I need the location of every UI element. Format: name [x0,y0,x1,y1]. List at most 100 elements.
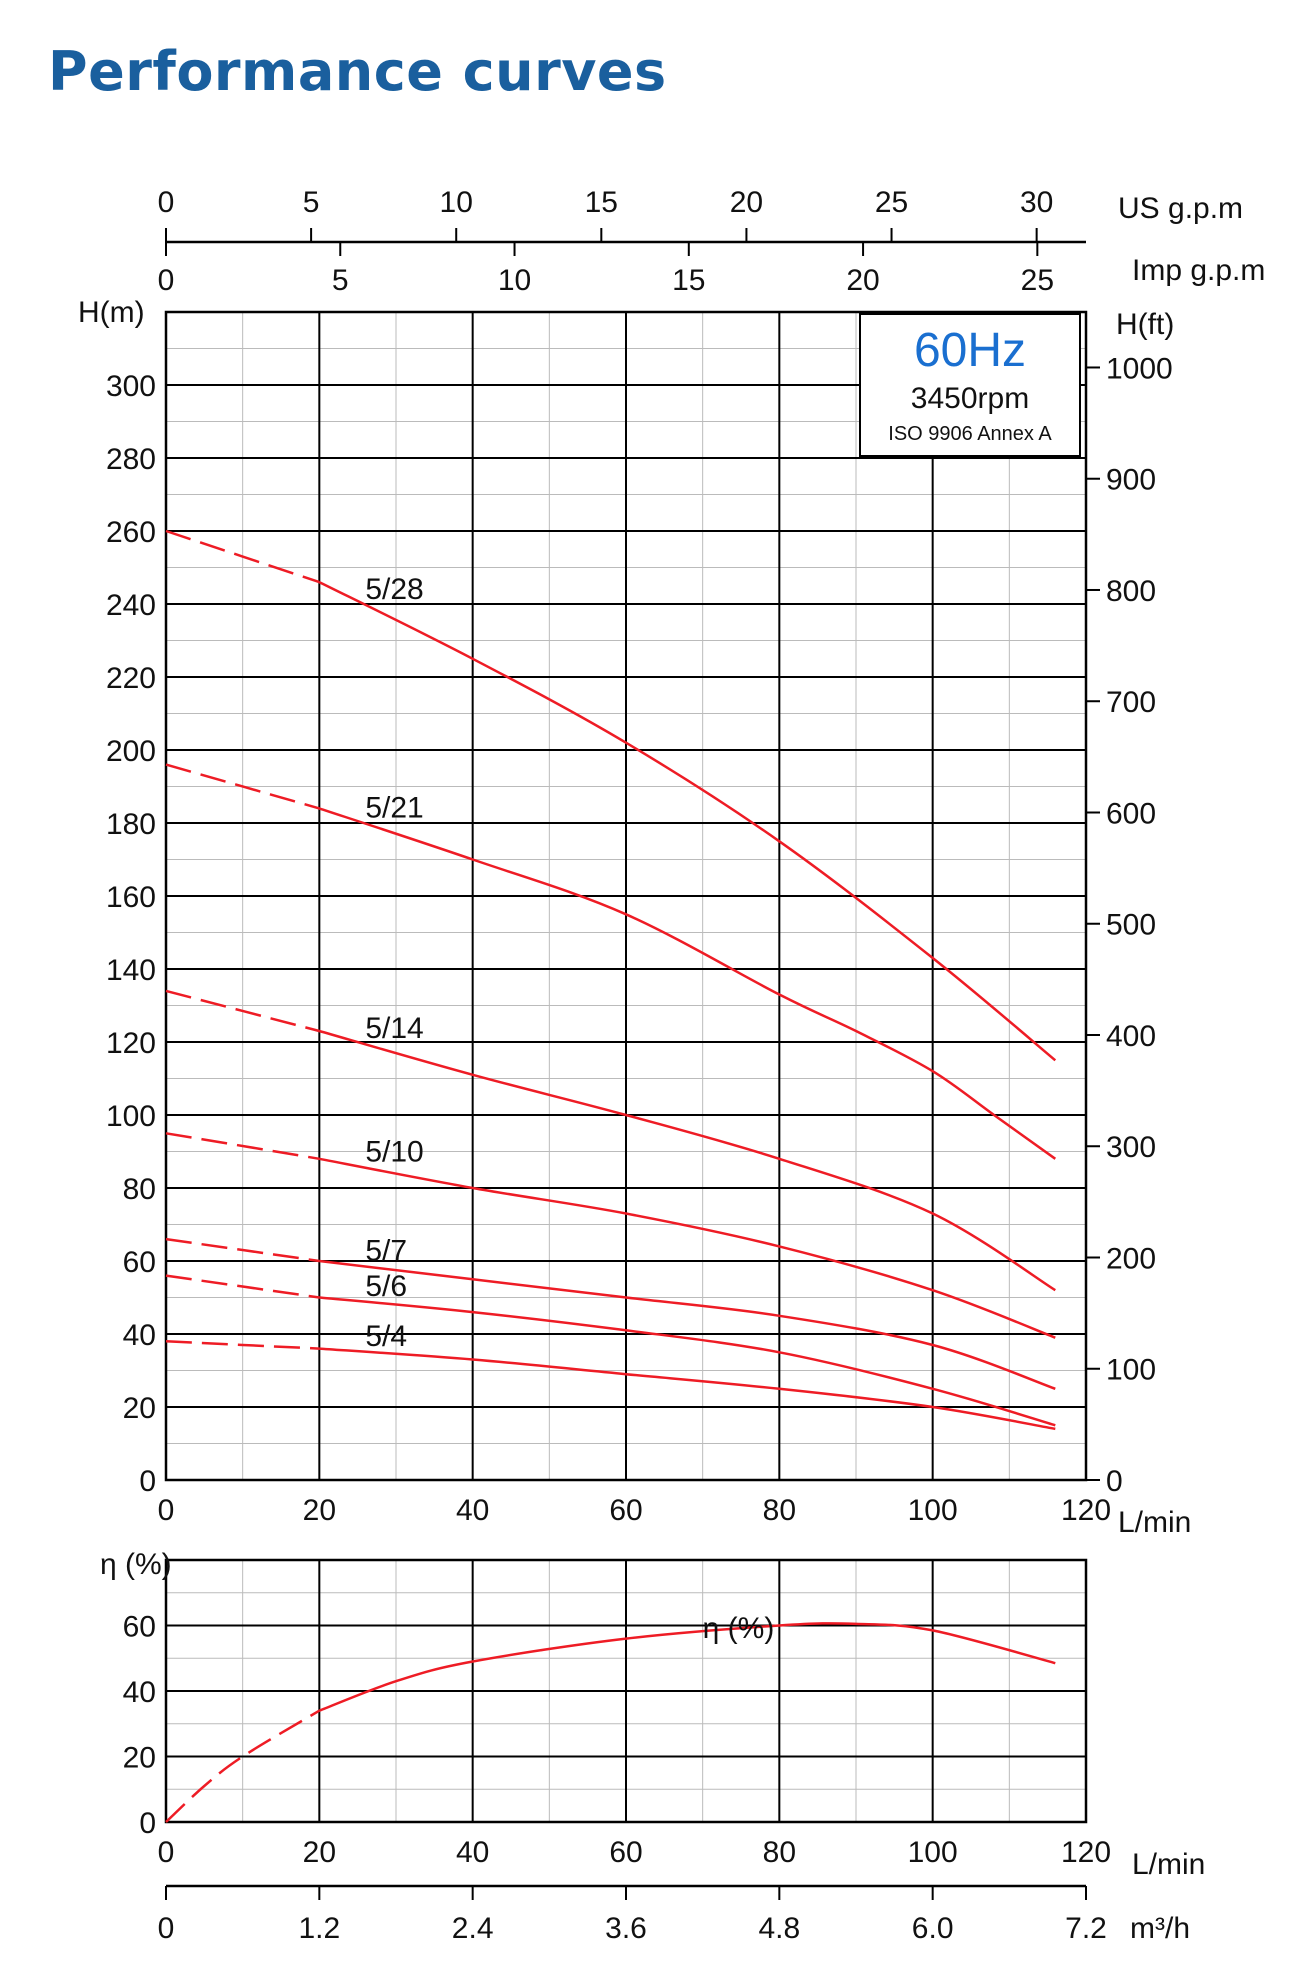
y-tick-label: 140 [106,954,156,987]
y2-tick-label: 400 [1106,1020,1156,1053]
curve-5/28 [318,580,1057,1062]
x-tick-label: 60 [609,1836,642,1869]
curve-label-5/6: 5/6 [365,1270,407,1303]
curve-label-η (%): η (%) [703,1612,775,1645]
imp-gpm-tick-label: 5 [332,264,349,297]
us-gpm-axis-label: US g.p.m [1118,192,1243,225]
us-gpm-tick-label: 30 [1020,186,1053,219]
y-tick-label: 280 [106,443,156,476]
m3h-tick-label: 1.2 [298,1912,340,1945]
curve-label-5/4: 5/4 [365,1320,407,1353]
y-tick-label: 100 [106,1100,156,1133]
y-tick-label: 240 [106,589,156,622]
x-tick-label: 0 [158,1494,175,1527]
y-tick-label: 160 [106,881,156,914]
x-tick-label: 20 [303,1836,336,1869]
imp-gpm-axis-label: Imp g.p.m [1132,254,1265,287]
info-box: 60Hz 3450rpm ISO 9906 Annex A [859,313,1081,457]
curve-dashed-5/6 [165,1274,320,1299]
curve-5/14 [318,1029,1056,1292]
y-tick-label: 80 [123,1173,156,1206]
standard-label: ISO 9906 Annex A [888,423,1052,445]
curve-dashed-5/21 [165,763,320,810]
curve-dashed-5/10 [165,1132,320,1161]
y2-tick-label: 800 [1106,575,1156,608]
imp-gpm-tick-label: 10 [498,264,531,297]
us-gpm-tick-label: 5 [303,186,320,219]
imp-gpm-tick-label: 20 [846,264,879,297]
y-tick-label: 0 [139,1807,156,1840]
imp-gpm-tick-label: 0 [158,264,175,297]
curve-5/7 [319,1259,1056,1390]
us-gpm-tick-label: 0 [158,186,175,219]
head-curves: 5/28 5/21 5/14 5/10 5/75/6 5/4 [165,529,1057,1431]
curve-label-5/10: 5/10 [365,1136,423,1169]
y2-tick-label: 700 [1106,686,1156,719]
y2-axis-label: H(ft) [1116,308,1174,341]
curve-dashed-5/14 [165,989,320,1033]
speed-label: 3450rpm [911,382,1029,415]
curve-label-5/7: 5/7 [365,1234,407,1267]
curve-dashed-5/7 [165,1237,320,1263]
curve-label-5/21: 5/21 [365,792,423,825]
y-tick-label: 0 [139,1465,156,1498]
curve-dashed-5/28 [165,529,320,584]
m3h-tick-label: 2.4 [452,1912,494,1945]
y2-tick-label: 0 [1106,1465,1123,1498]
y2-tick-label: 100 [1106,1354,1156,1387]
m3h-tick-label: 3.6 [605,1912,647,1945]
y2-tick-label: 1000 [1106,352,1173,385]
y2-tick-label: 600 [1106,797,1156,830]
x-tick-label: 100 [908,1836,958,1869]
efficiency-chart-frame [164,1558,1088,1824]
curve-dashed-5/4 [165,1340,320,1350]
x-tick-label: 100 [908,1494,958,1527]
y-tick-label: 60 [123,1611,156,1644]
y-tick-label: 180 [106,808,156,841]
efficiency-chart-grid [164,1558,1088,1824]
y2-tick-label: 500 [1106,909,1156,942]
y-tick-label: 60 [123,1246,156,1279]
curve-5/10 [319,1157,1056,1339]
y-tick-label: 20 [123,1742,156,1775]
x-tick-label: 40 [456,1836,489,1869]
frequency-label: 60Hz [914,324,1026,377]
efficiency-chart-axes: 0 20 40 60 80 100 120 0 20 40 60 η (%) L/min [100,1548,1205,1881]
y-tick-label: 220 [106,662,156,695]
m3h-tick-label: 6.0 [912,1912,954,1945]
curve-5/4 [319,1347,1056,1431]
y-tick-label: 120 [106,1027,156,1060]
us-gpm-tick-label: 10 [440,186,473,219]
y-tick-label: 300 [106,370,156,403]
m3h-tick-label: 7.2 [1065,1912,1107,1945]
x-tick-label: 80 [763,1494,796,1527]
imp-gpm-tick-label: 25 [1021,264,1054,297]
y2-tick-label: 200 [1106,1242,1156,1275]
x-axis-label: L/min [1118,1506,1191,1539]
x-tick-label: 40 [456,1494,489,1527]
curve-5/21 [318,807,1057,1160]
y-tick-label: 40 [123,1319,156,1352]
page-title: Performance curves [48,40,667,103]
info-box-frame [859,313,1081,457]
y2-tick-label: 900 [1106,464,1156,497]
curve-η (%) [318,1622,1056,1712]
x-tick-label: 20 [303,1494,336,1527]
y-tick-label: 40 [123,1676,156,1709]
curve-5/6 [319,1296,1056,1427]
us-gpm-tick-label: 20 [730,186,763,219]
head-chart-grid [164,310,1088,1482]
flow-m3h-axis: 0 1.2 2.4 3.6 4.8 6.0 7.2 m³/h [158,1884,1190,1945]
m3h-tick-label: 4.8 [758,1912,800,1945]
y-tick-label: 200 [106,735,156,768]
efficiency-y-axis-label: η (%) [100,1548,172,1581]
y-axis-label: H(m) [78,296,145,329]
x-tick-label: 120 [1061,1836,1111,1869]
curve-label-5/14: 5/14 [365,1012,423,1045]
us-gpm-tick-label: 15 [585,186,618,219]
y-tick-label: 20 [123,1392,156,1425]
us-gpm-tick-label: 25 [875,186,908,219]
x-tick-label: 120 [1061,1494,1111,1527]
x-tick-label: 0 [158,1836,175,1869]
curve-dashed-η (%) [165,1709,320,1823]
